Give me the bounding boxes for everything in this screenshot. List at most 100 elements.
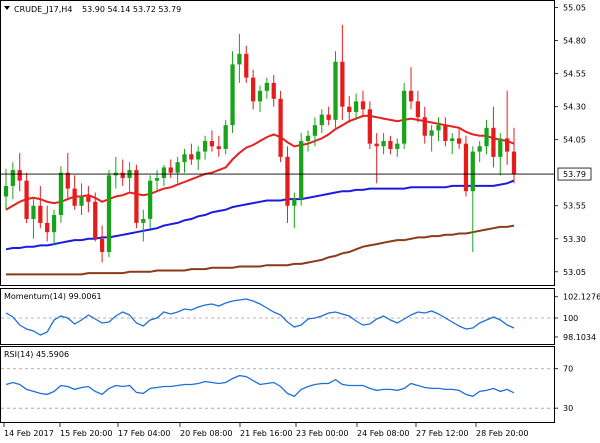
candle xyxy=(120,159,125,186)
price-tick-label: 53.55 xyxy=(563,202,586,211)
time-axis: 14 Feb 2017 15 Feb 20:00 17 Feb 04:00 20 Fe… xyxy=(3,423,528,438)
candle-body xyxy=(45,222,50,233)
candle-body xyxy=(505,138,510,152)
candle xyxy=(251,69,256,110)
candle xyxy=(216,135,221,157)
candle xyxy=(99,225,105,263)
indicator-series-line xyxy=(5,374,515,398)
candle xyxy=(244,45,249,83)
time-tick-label: 24 Feb 08:00 xyxy=(357,429,409,438)
candle-body xyxy=(79,196,84,206)
candle-body xyxy=(65,172,70,189)
momentum-panel: 102.1276 100 98.1034 Momentum(14) 99.0061 xyxy=(0,288,600,345)
candle-body xyxy=(388,141,393,149)
candle-body xyxy=(436,125,441,131)
indicator-tick-label: 98.1034 xyxy=(563,333,596,342)
candle xyxy=(168,159,173,179)
candle xyxy=(305,130,311,152)
candle-body xyxy=(24,180,29,219)
candle xyxy=(353,93,359,120)
candle-body xyxy=(347,106,352,112)
candle xyxy=(154,170,160,192)
candle-body xyxy=(333,61,338,120)
candle xyxy=(505,90,510,165)
candle-body xyxy=(148,180,153,219)
price-panel-frame xyxy=(0,0,555,286)
candle xyxy=(450,133,455,155)
candle-body xyxy=(422,117,427,136)
candle-body xyxy=(477,146,482,152)
candle xyxy=(10,162,15,200)
candle xyxy=(106,170,112,258)
candle-body xyxy=(381,141,386,147)
candle xyxy=(299,133,304,206)
candle xyxy=(326,106,331,126)
candle-body xyxy=(72,188,77,206)
candle-body xyxy=(402,90,407,144)
time-tick-label: 14 Feb 2017 xyxy=(4,429,54,438)
candle xyxy=(51,209,57,246)
candle xyxy=(498,133,503,176)
momentum-panel-frame xyxy=(0,288,555,345)
candle-body xyxy=(154,178,160,181)
indicator-tick-label: 100 xyxy=(563,314,578,323)
candle-body xyxy=(120,172,125,179)
candle xyxy=(477,141,482,163)
candle-body xyxy=(450,138,455,142)
price-tick-label: 54.55 xyxy=(563,70,586,79)
candle xyxy=(65,152,70,200)
candle xyxy=(374,133,379,184)
price-tick-label: 53.05 xyxy=(563,268,586,277)
candle-body xyxy=(237,53,242,65)
price-tick-label: 54.30 xyxy=(563,103,586,112)
momentum-line xyxy=(1,298,554,336)
candle-body xyxy=(463,143,469,192)
rsi-panel: 70 30 RSI(14) 45.5906 xyxy=(0,346,573,423)
candle xyxy=(237,34,242,83)
candle-body xyxy=(189,154,194,160)
candle xyxy=(134,164,139,229)
rsi-line xyxy=(1,368,554,409)
candle-body xyxy=(353,101,359,112)
candle-body xyxy=(257,90,263,102)
candle-body xyxy=(511,151,517,175)
candle-body xyxy=(196,151,201,160)
last-price-box xyxy=(557,167,592,181)
candle xyxy=(312,117,318,147)
candle xyxy=(24,172,29,223)
candle xyxy=(292,192,297,229)
candle-body xyxy=(209,141,215,147)
candle xyxy=(408,67,414,110)
dropdown-arrow-icon[interactable] xyxy=(4,6,10,10)
price-y-axis: 55.05 54.80 54.55 54.30 54.05 53.55 53.30 53.05 xyxy=(554,4,586,277)
moving-average-line-3 xyxy=(6,224,515,276)
candle xyxy=(333,51,338,128)
candle-body xyxy=(223,125,228,149)
candle-body xyxy=(244,53,249,78)
candle-body xyxy=(31,205,36,219)
candle xyxy=(491,106,496,168)
candle-body xyxy=(456,138,462,144)
candle xyxy=(175,156,180,184)
candle xyxy=(381,133,386,155)
candle xyxy=(148,175,153,229)
candle xyxy=(196,146,201,171)
candle xyxy=(202,135,208,160)
candle-body xyxy=(374,143,379,147)
candle-body xyxy=(99,238,105,252)
candle xyxy=(278,90,283,163)
price-tick-label: 54.80 xyxy=(563,37,586,46)
candle-body xyxy=(340,61,345,107)
candle xyxy=(436,117,441,142)
candle-body xyxy=(182,154,187,163)
candle xyxy=(93,192,98,242)
candle-body xyxy=(367,109,372,144)
candle-body xyxy=(305,135,311,142)
candle-body xyxy=(278,98,283,157)
candle-body xyxy=(216,146,221,149)
candle xyxy=(470,146,475,252)
candle-body xyxy=(408,90,414,102)
candle-body xyxy=(86,196,91,202)
candle xyxy=(209,130,215,152)
